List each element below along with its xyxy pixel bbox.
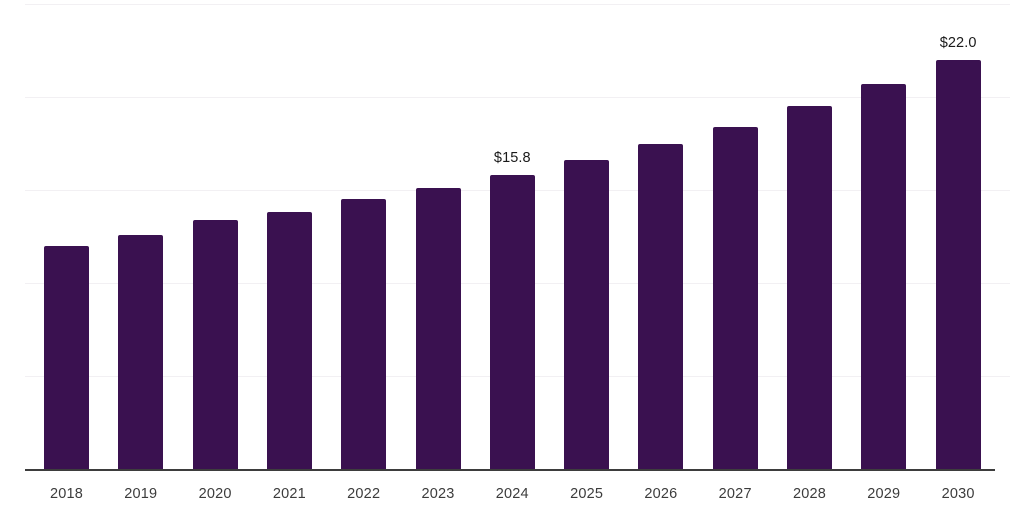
bar-group[interactable] [341, 0, 387, 469]
x-axis-line [25, 469, 995, 471]
bar-group[interactable]: $22.0 [935, 0, 981, 469]
bar-group[interactable] [415, 0, 461, 469]
x-axis-tick-label: 2021 [272, 486, 306, 502]
bar[interactable] [266, 212, 312, 469]
x-axis-tick-label: 2022 [347, 486, 381, 502]
bar[interactable] [564, 160, 610, 469]
bar-group[interactable] [192, 0, 238, 469]
bar[interactable] [415, 188, 461, 469]
bar-value-label: $15.8 [493, 150, 531, 167]
bar[interactable] [118, 234, 164, 469]
bar-group[interactable] [638, 0, 684, 469]
plot-area: $15.8 $22.0 [44, 0, 981, 469]
bar-group[interactable] [44, 0, 89, 469]
bar[interactable] [638, 143, 684, 469]
x-axis-tick-label: 2025 [570, 486, 604, 502]
bar[interactable] [935, 59, 981, 469]
x-axis-tick-label: 2018 [49, 486, 84, 502]
bar-group[interactable] [118, 0, 164, 469]
bar-group[interactable] [564, 0, 610, 469]
x-axis-tick-label: 2029 [867, 486, 901, 502]
x-axis-tick-label: 2030 [941, 486, 975, 502]
x-axis-tick-label: 2020 [198, 486, 232, 502]
bar[interactable] [861, 83, 907, 469]
x-axis-tick-label: 2023 [421, 486, 455, 502]
bar[interactable] [787, 106, 832, 469]
x-axis-tick-label: 2026 [644, 486, 678, 502]
bar-group[interactable] [787, 0, 832, 469]
x-axis-tick-label: 2027 [718, 486, 752, 502]
bar-group[interactable] [861, 0, 907, 469]
x-axis-tick-label: 2019 [124, 486, 158, 502]
bar[interactable] [489, 175, 535, 469]
x-axis-tick-labels: 2018 2019 2020 2021 2022 2023 2024 2025 2026 2027… [0, 469, 1024, 512]
x-axis-tick-label: 2028 [792, 486, 827, 502]
x-axis-tick-label: 2024 [495, 486, 529, 502]
bar[interactable] [44, 245, 89, 469]
bar-group[interactable] [712, 0, 758, 469]
bar-group[interactable] [266, 0, 312, 469]
bar[interactable] [341, 199, 387, 469]
bar-group[interactable]: $15.8 [489, 0, 535, 469]
bar[interactable] [712, 126, 758, 469]
bar-value-label: $22.0 [939, 34, 977, 51]
bar[interactable] [192, 219, 238, 469]
